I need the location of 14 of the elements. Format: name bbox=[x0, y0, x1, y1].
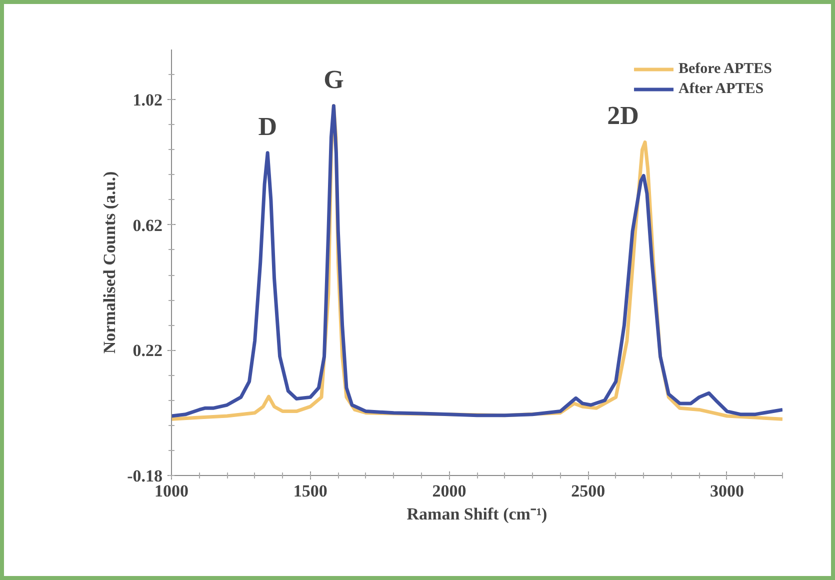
x-axis-title: Raman Shift (cm⁻¹) bbox=[406, 504, 548, 524]
legend-label: After APTES bbox=[678, 80, 764, 98]
y-tick-label: 0.22 bbox=[132, 341, 162, 360]
legend-label: Before APTES bbox=[678, 60, 772, 78]
x-tick-label: 1500 bbox=[293, 482, 328, 500]
y-tick-label: 1.02 bbox=[132, 90, 162, 110]
annotation: 2D bbox=[607, 101, 639, 130]
annotation: G bbox=[324, 64, 344, 94]
x-tick-label: 2000 bbox=[432, 482, 466, 500]
y-axis-title: Normalised Counts (a.u.) bbox=[100, 171, 120, 354]
x-tick-label: 2500 bbox=[571, 482, 606, 500]
x-tick-label: 3000 bbox=[710, 482, 744, 500]
annotation: D bbox=[258, 112, 277, 141]
y-tick-label: 0.62 bbox=[132, 216, 162, 235]
